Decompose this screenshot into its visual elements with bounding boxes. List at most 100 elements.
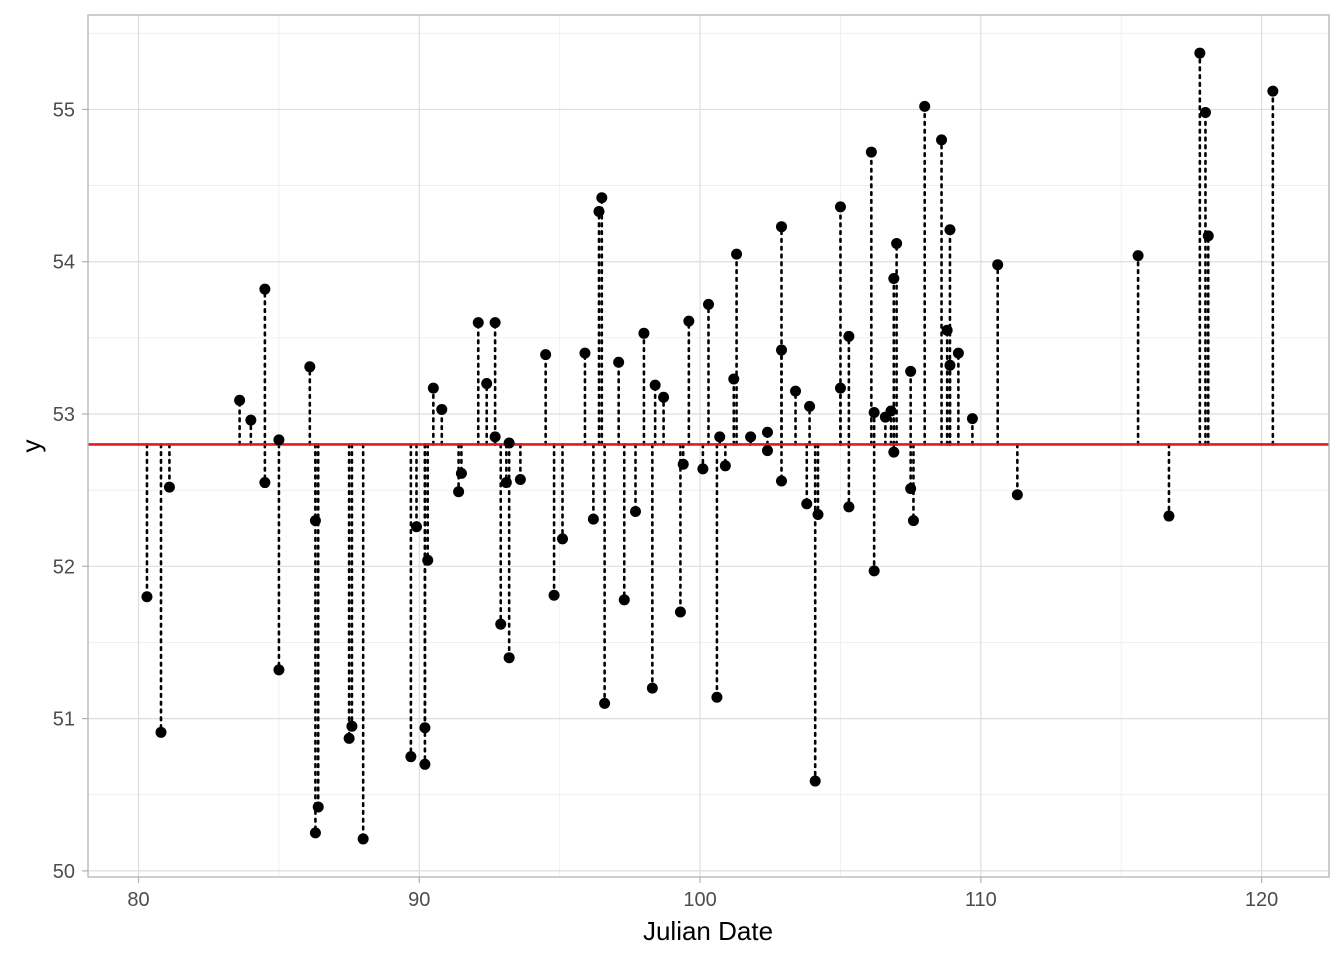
data-point [455,467,467,479]
data-point [273,434,285,446]
data-point [540,349,552,361]
y-tick-label: 52 [53,556,75,578]
data-point [776,344,787,356]
data-point [719,460,731,472]
data-point [891,237,903,249]
data-point [548,589,560,601]
data-point [761,426,773,438]
x-tick-label: 80 [127,889,149,911]
data-point [613,356,625,368]
data-point [411,521,422,533]
data-point [245,414,257,426]
data-point [234,394,246,406]
data-point [309,515,321,527]
data-point [427,382,439,394]
data-point [259,283,271,295]
data-point [436,403,448,415]
data-point [834,382,846,394]
data-point [309,827,321,839]
data-point [703,298,714,310]
data-point [843,330,855,342]
data-point [677,458,689,470]
data-point [761,445,773,457]
data-point [941,324,953,336]
data-point [357,833,369,845]
data-point [593,205,605,217]
data-point [697,463,709,475]
data-point [489,317,501,329]
data-point [809,775,821,787]
data-point [885,405,897,417]
data-point [273,664,285,676]
x-tick-label: 120 [1245,889,1278,911]
data-point [1011,489,1023,501]
data-point [259,477,271,489]
data-point [646,682,658,694]
data-point [683,315,695,327]
data-point [503,437,515,449]
data-point [638,327,650,339]
data-point [714,431,726,443]
data-point [888,446,900,458]
data-point [503,652,515,664]
y-axis: 50 51 52 53 54 55 [53,99,88,883]
data-point [587,513,599,525]
data-point [155,726,167,738]
data-point [919,100,931,112]
panel-border [87,14,1330,878]
data-point [952,347,964,359]
data-point [728,373,740,385]
data-point [312,801,324,813]
data-point [865,146,877,158]
data-point [745,431,757,443]
data-point [579,347,591,359]
data-point [834,201,846,213]
data-point [992,259,1004,271]
data-point [500,477,512,489]
data-point [649,379,661,391]
x-tick-label: 100 [683,889,716,911]
data-point [776,475,787,487]
data-point [905,365,917,377]
data-point [472,317,484,329]
x-tick-label: 90 [408,889,430,911]
y-tick-label: 55 [53,99,75,121]
data-point [868,565,880,577]
data-point [557,533,568,545]
data-point [905,483,917,495]
minor-gridlines [88,15,1329,877]
data-point [419,758,431,770]
data-point [599,697,611,709]
y-tick-label: 51 [53,709,75,731]
data-point [141,591,153,603]
data-point [1202,230,1214,242]
data-point [888,272,900,284]
data-point [731,248,743,260]
data-point [495,618,507,630]
data-point [711,691,723,703]
data-point [596,192,608,204]
data-point [405,751,417,763]
data-point [776,221,787,233]
data-point [966,413,978,425]
data-point [868,406,880,418]
data-point [1267,85,1279,97]
data-point [514,474,526,486]
y-axis-title: y [16,440,46,453]
data-point [343,732,355,744]
major-gridlines [88,15,1329,877]
data-point [1132,250,1144,262]
y-tick-label: 54 [53,252,75,274]
data-point [658,391,670,403]
data-point [907,515,919,527]
y-tick-label: 50 [53,861,75,883]
data-point [804,400,816,412]
x-tick-label: 110 [965,889,997,911]
data-point [422,554,434,566]
x-axis: 80 90 100 110 120 [127,877,1278,911]
data-point [674,606,686,618]
data-point [481,378,493,390]
data-point [1163,510,1175,522]
data-point [304,361,316,373]
